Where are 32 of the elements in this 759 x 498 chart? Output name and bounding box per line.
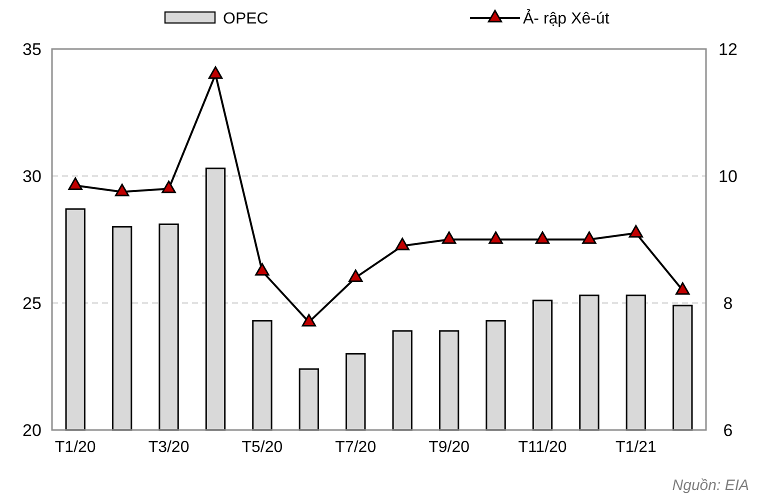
point [535, 231, 550, 244]
legend-label: Ả- rập Xê-út [523, 8, 610, 28]
point [302, 314, 316, 326]
y2-tick-label: 10 [718, 166, 738, 186]
point [488, 231, 503, 244]
x-tick-label: T7/20 [335, 439, 376, 456]
y2-tick-label: 8 [723, 294, 733, 313]
point [162, 180, 176, 194]
point [582, 231, 596, 244]
y2-tick-label: 12 [718, 40, 738, 59]
x-tick-label: T5/20 [242, 439, 283, 456]
point [628, 225, 644, 238]
point [348, 270, 363, 282]
point [676, 282, 690, 295]
x-tick-label: T1/20 [54, 439, 96, 456]
point [395, 238, 410, 250]
point [442, 231, 456, 244]
point [68, 177, 82, 190]
legend-label: OPEC [223, 10, 268, 28]
x-tick-label: T1/21 [615, 439, 656, 456]
x-tick-label: T3/20 [148, 439, 190, 456]
y-tick-label: 35 [22, 40, 42, 59]
y-tick-label: 30 [22, 166, 42, 186]
x-tick-label: T9/20 [428, 439, 470, 456]
y-tick-label: 20 [22, 420, 42, 440]
y-tick-label: 25 [22, 294, 42, 313]
point [208, 66, 223, 79]
y2-tick-label: 6 [723, 420, 733, 440]
text: Nguồn: EIA [672, 477, 749, 494]
point [114, 184, 130, 196]
point [255, 263, 270, 276]
x-tick-label: T11/20 [518, 439, 567, 456]
